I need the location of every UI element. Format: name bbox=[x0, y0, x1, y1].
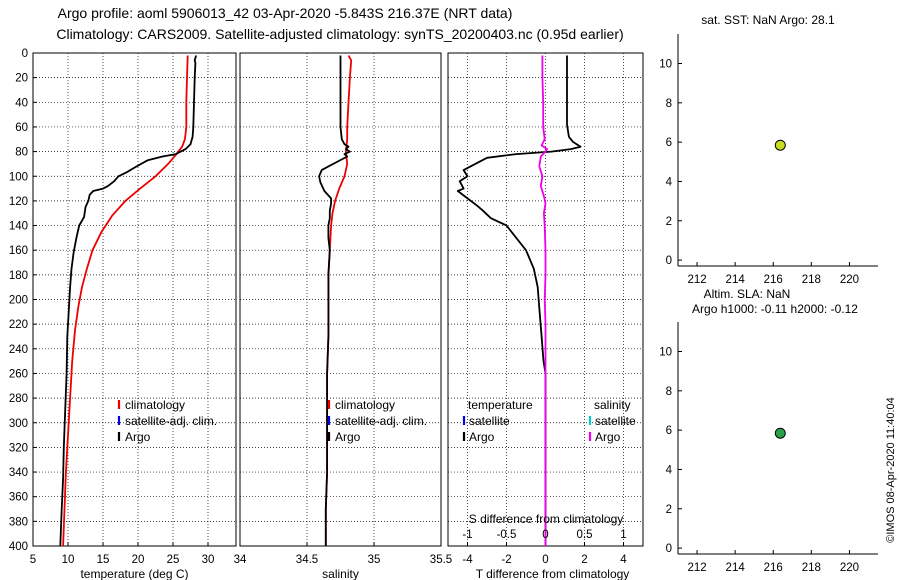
y-tick-label: 340 bbox=[9, 467, 28, 479]
y-tick-label: 160 bbox=[9, 245, 28, 257]
y-tick-label: 0 bbox=[666, 543, 672, 555]
y-tick-label: 0 bbox=[22, 48, 28, 60]
x-tick-label: 2 bbox=[581, 554, 587, 566]
secondary-tick-label: 1 bbox=[620, 529, 626, 541]
y-tick-label: 120 bbox=[9, 196, 28, 208]
series-argo bbox=[59, 55, 197, 547]
legend-label: climatology bbox=[125, 398, 185, 412]
y-tick-label: 260 bbox=[9, 368, 28, 380]
series-s-difference-argo- bbox=[538, 55, 548, 546]
x-tick-label: -2 bbox=[501, 554, 511, 566]
y-tick-label: 6 bbox=[666, 137, 672, 149]
y-tick-label: 380 bbox=[9, 516, 28, 528]
y-tick-label: 300 bbox=[9, 418, 28, 430]
profile-location-marker bbox=[774, 139, 786, 151]
x-tick-label: 214 bbox=[726, 562, 746, 574]
x-tick-label: 10 bbox=[62, 554, 75, 566]
x-tick-label: 35.5 bbox=[430, 554, 452, 566]
legend-label: Argo bbox=[125, 430, 151, 444]
y-tick-label: 20 bbox=[15, 73, 28, 85]
x-tick-label: 216 bbox=[764, 562, 783, 574]
title-line-1: Argo profile: aoml 5906013_42 03-Apr-202… bbox=[58, 5, 513, 21]
legend-title-temperature: temperature bbox=[468, 398, 533, 412]
legend-title-salinity: salinity bbox=[594, 398, 631, 412]
x-tick-label: 0 bbox=[542, 554, 548, 566]
y-tick-label: 60 bbox=[15, 122, 28, 134]
y-tick-label: 140 bbox=[9, 221, 28, 233]
y-tick-label: 8 bbox=[666, 98, 672, 110]
y-tick-label: 240 bbox=[9, 344, 28, 356]
legend-label: Argo bbox=[469, 430, 495, 444]
x-tick-label: 220 bbox=[840, 274, 859, 286]
x-tick-label: 4 bbox=[620, 554, 627, 566]
x-tick-label: 34.5 bbox=[296, 554, 318, 566]
x-tick-label: 220 bbox=[840, 562, 859, 574]
x-axis-label: T difference from climatology bbox=[476, 567, 630, 580]
x-axis-label: salinity bbox=[322, 567, 359, 580]
y-tick-label: 220 bbox=[9, 319, 28, 331]
y-tick-label: 360 bbox=[9, 492, 28, 504]
y-tick-label: 320 bbox=[9, 442, 28, 454]
legend-label: Argo bbox=[595, 430, 621, 444]
x-tick-label: 216 bbox=[764, 274, 783, 286]
legend-label: satellite-adj. clim. bbox=[335, 414, 427, 428]
y-tick-label: 2 bbox=[666, 504, 672, 516]
legend-label: Argo bbox=[335, 430, 361, 444]
timestamp-watermark: ©IMOS 08-Apr-2020 11:40:04 bbox=[885, 397, 897, 542]
sla-panel-title-2: Argo h1000: -0.11 h2000: -0.12 bbox=[692, 302, 858, 316]
y-tick-label: 100 bbox=[9, 171, 28, 183]
x-tick-label: 20 bbox=[132, 554, 145, 566]
y-tick-label: 2 bbox=[666, 216, 672, 228]
secondary-axis-label: S difference from climatology bbox=[469, 512, 624, 526]
series-climatology bbox=[324, 55, 353, 546]
secondary-tick-label: 0 bbox=[542, 529, 548, 541]
y-tick-label: 0 bbox=[666, 255, 672, 267]
y-tick-label: 280 bbox=[9, 393, 28, 405]
y-tick-label: 10 bbox=[659, 346, 672, 358]
x-axis-label: temperature (deg C) bbox=[80, 567, 188, 580]
x-tick-label: 15 bbox=[97, 554, 110, 566]
x-tick-label: -4 bbox=[462, 554, 473, 566]
secondary-tick-label: -1 bbox=[462, 529, 472, 541]
y-tick-label: 4 bbox=[666, 464, 673, 476]
x-tick-label: 5 bbox=[30, 554, 36, 566]
secondary-tick-label: -0.5 bbox=[497, 529, 517, 541]
x-tick-label: 34 bbox=[234, 554, 247, 566]
y-tick-label: 8 bbox=[666, 386, 672, 398]
y-tick-label: 200 bbox=[9, 295, 28, 307]
x-tick-label: 212 bbox=[687, 562, 706, 574]
panel-frame-salinity bbox=[239, 52, 442, 547]
series-climatology bbox=[62, 55, 189, 547]
x-tick-label: 212 bbox=[687, 274, 706, 286]
sla-panel-title-1: Altim. SLA: NaN bbox=[704, 287, 791, 301]
x-tick-label: 218 bbox=[802, 562, 821, 574]
x-tick-label: 25 bbox=[167, 554, 180, 566]
x-tick-label: 30 bbox=[202, 554, 215, 566]
sst-panel-title: sat. SST: NaN Argo: 28.1 bbox=[701, 13, 835, 27]
legend-label: satellite bbox=[469, 414, 510, 428]
series-argo bbox=[318, 55, 351, 546]
legend-label: satellite-adj. clim. bbox=[125, 414, 217, 428]
y-tick-label: 4 bbox=[666, 176, 673, 188]
secondary-tick-label: 0.5 bbox=[577, 529, 593, 541]
y-tick-label: 180 bbox=[9, 270, 28, 282]
y-tick-label: 6 bbox=[666, 425, 672, 437]
y-tick-label: 10 bbox=[659, 58, 672, 70]
legend-label: climatology bbox=[335, 398, 395, 412]
y-tick-label: 400 bbox=[9, 541, 28, 553]
y-tick-label: 80 bbox=[15, 147, 28, 159]
x-tick-label: 218 bbox=[802, 274, 821, 286]
x-tick-label: 35 bbox=[368, 554, 381, 566]
series-t-difference-argo- bbox=[456, 55, 582, 546]
x-tick-label: 214 bbox=[726, 274, 746, 286]
legend-label: satellite bbox=[595, 414, 636, 428]
title-line-2: Climatology: CARS2009. Satellite-adjuste… bbox=[56, 26, 623, 42]
profile-location-marker bbox=[774, 427, 786, 439]
y-tick-label: 40 bbox=[15, 97, 28, 109]
